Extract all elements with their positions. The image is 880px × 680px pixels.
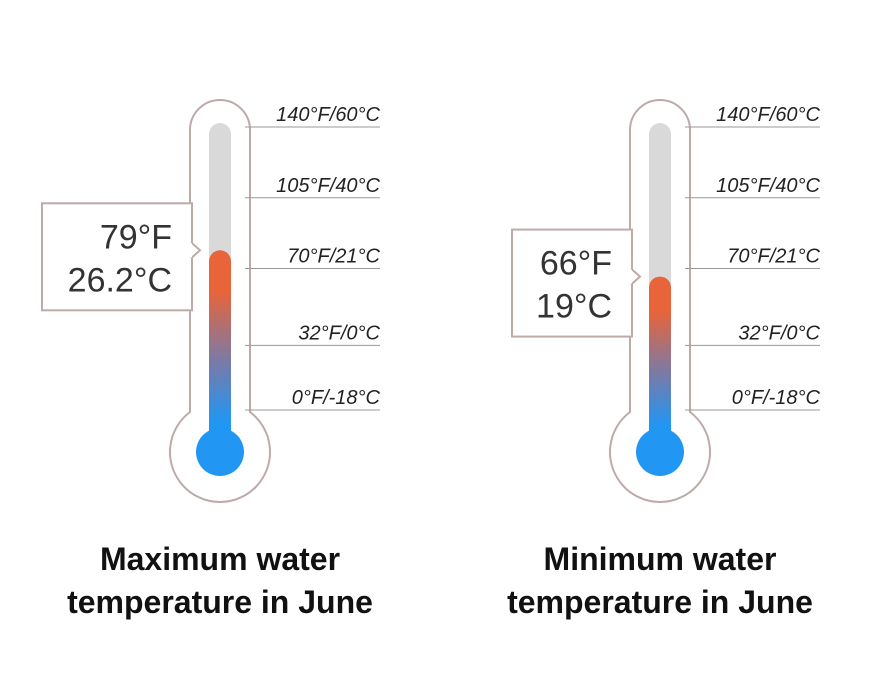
chart-title: Minimum water temperature in June bbox=[507, 541, 813, 620]
callout-pointer bbox=[190, 241, 202, 260]
value-label: 79°F bbox=[100, 218, 172, 256]
y-tick-label: 70°F/21°C bbox=[287, 246, 380, 268]
y-tick-label: 140°F/60°C bbox=[276, 104, 380, 126]
mercury bbox=[209, 250, 231, 452]
pointer-cover bbox=[629, 269, 632, 284]
y-tick-label: 140°F/60°C bbox=[716, 104, 820, 126]
value-label: 19°C bbox=[536, 288, 612, 326]
y-tick-label: 32°F/0°C bbox=[298, 322, 380, 344]
pointer-cover bbox=[189, 243, 192, 258]
y-tick-label: 0°F/-18°C bbox=[732, 387, 821, 409]
bulb bbox=[636, 428, 684, 476]
y-tick-label: 105°F/40°C bbox=[716, 175, 820, 197]
callout-pointer bbox=[630, 267, 642, 286]
bulb bbox=[196, 428, 244, 476]
chart-title: Maximum water temperature in June bbox=[67, 541, 373, 620]
value-label: 26.2°C bbox=[68, 261, 172, 299]
y-tick-label: 0°F/-18°C bbox=[292, 387, 381, 409]
callout-box bbox=[511, 228, 633, 338]
value-label: 66°F bbox=[540, 245, 612, 283]
y-tick-label: 32°F/0°C bbox=[738, 322, 820, 344]
y-tick-label: 105°F/40°C bbox=[276, 175, 380, 197]
mercury bbox=[649, 276, 671, 452]
y-tick-label: 70°F/21°C bbox=[727, 246, 820, 268]
